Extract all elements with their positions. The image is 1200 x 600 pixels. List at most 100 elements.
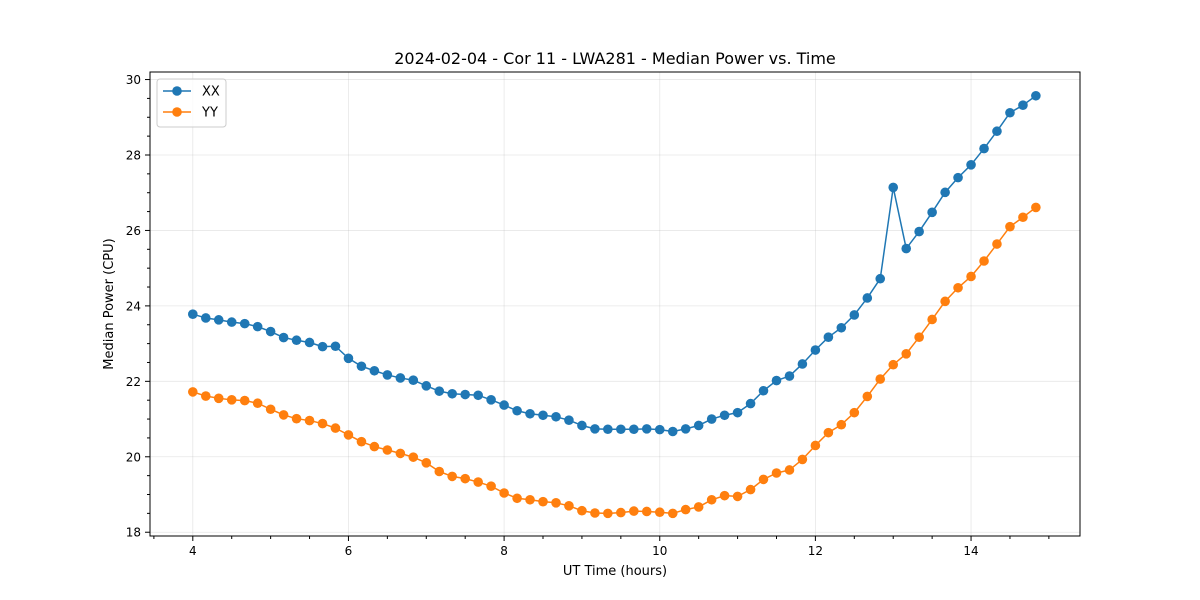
data-point-xx — [629, 424, 639, 435]
data-point-xx — [732, 407, 743, 418]
data-point-yy — [408, 452, 419, 462]
data-point-xx — [330, 341, 341, 352]
data-point-xx — [745, 398, 756, 409]
data-point-xx — [888, 182, 899, 193]
data-point-yy — [382, 445, 393, 455]
data-point-xx — [486, 395, 496, 405]
data-point-xx — [693, 420, 704, 431]
data-point-xx — [343, 353, 354, 364]
data-point-xx — [525, 408, 535, 419]
data-point-xx — [758, 385, 769, 396]
data-point-xx — [213, 315, 224, 325]
x-axis-label: UT Time (hours) — [563, 564, 667, 579]
legend: XX YY — [156, 78, 227, 128]
data-point-yy — [278, 410, 289, 420]
data-point-yy — [603, 508, 613, 519]
data-point-yy — [616, 507, 626, 518]
data-point-xx — [823, 332, 834, 343]
data-point-yy — [966, 271, 976, 282]
data-point-yy — [979, 256, 989, 266]
data-point-yy — [1018, 212, 1028, 223]
plot-frame — [149, 71, 1081, 537]
data-point-yy — [771, 468, 782, 478]
x-tick-label: 8 — [500, 544, 508, 558]
data-point-yy — [460, 473, 470, 484]
data-point-yy — [538, 496, 548, 507]
data-point-xx — [265, 326, 276, 337]
data-point-yy — [421, 458, 432, 468]
data-point-yy — [1031, 202, 1041, 213]
y-tick-label: 24 — [126, 299, 141, 313]
data-point-yy — [862, 391, 873, 402]
data-point-xx — [590, 424, 600, 434]
data-point-yy — [473, 477, 483, 487]
data-point-yy — [758, 474, 769, 485]
legend-marker-yy — [172, 107, 182, 117]
data-point-xx — [927, 207, 937, 218]
x-tick-label: 10 — [652, 544, 667, 558]
data-point-xx — [395, 373, 406, 383]
data-point-xx — [849, 310, 860, 320]
y-tick-label: 26 — [126, 224, 141, 238]
legend-item-xx: XX — [163, 85, 220, 100]
data-point-yy — [304, 415, 315, 426]
data-point-xx — [979, 143, 989, 154]
data-point-yy — [201, 391, 211, 401]
data-point-yy — [343, 430, 354, 440]
x-tick-label: 4 — [189, 544, 197, 558]
data-point-yy — [927, 314, 937, 325]
data-point-yy — [693, 502, 704, 512]
data-point-xx — [278, 332, 289, 343]
data-point-xx — [460, 389, 470, 400]
data-point-yy — [499, 488, 509, 498]
x-tick-label: 6 — [345, 544, 353, 558]
data-point-yy — [940, 296, 950, 307]
data-point-yy — [836, 419, 847, 430]
data-point-xx — [382, 370, 393, 380]
data-point-xx — [538, 410, 548, 421]
data-point-xx — [512, 405, 522, 416]
data-point-xx — [239, 318, 250, 329]
series-layer — [188, 90, 1041, 519]
series-line-yy — [192, 206, 1037, 515]
data-point-yy — [356, 436, 367, 447]
data-point-yy — [680, 504, 691, 515]
data-point-yy — [226, 395, 237, 405]
axes: 4 6 8 10 12 14 18 20 22 24 26 28 30 — [126, 73, 1050, 558]
data-point-xx — [784, 371, 795, 381]
data-point-xx — [226, 317, 237, 327]
data-point-xx — [1031, 90, 1041, 101]
data-point-xx — [356, 361, 367, 372]
y-tick-label: 18 — [126, 526, 141, 540]
data-point-yy — [810, 440, 821, 451]
data-point-yy — [330, 423, 341, 433]
data-point-xx — [434, 386, 445, 396]
data-point-yy — [577, 505, 587, 516]
data-point-yy — [317, 418, 328, 429]
data-point-xx — [564, 415, 574, 425]
data-point-xx — [473, 390, 483, 401]
data-point-xx — [771, 375, 782, 386]
data-point-xx — [940, 187, 950, 198]
data-point-yy — [667, 508, 678, 519]
data-point-yy — [823, 427, 834, 438]
data-point-yy — [369, 441, 380, 452]
data-point-yy — [706, 494, 717, 505]
data-point-yy — [797, 454, 808, 465]
data-point-yy — [654, 507, 665, 518]
data-point-yy — [914, 332, 924, 343]
data-point-xx — [862, 293, 873, 303]
data-point-yy — [888, 359, 899, 370]
series-yy — [188, 202, 1041, 519]
data-point-xx — [654, 424, 665, 435]
legend-label-xx: XX — [202, 85, 220, 100]
data-point-xx — [252, 321, 263, 332]
data-point-xx — [603, 424, 613, 435]
legend-item-yy: YY — [163, 106, 218, 121]
data-point-xx — [369, 365, 380, 376]
data-point-xx — [875, 273, 886, 284]
x-tick-label: 12 — [808, 544, 823, 558]
data-point-xx — [953, 172, 963, 183]
data-point-yy — [732, 491, 743, 502]
data-point-xx — [421, 381, 432, 391]
